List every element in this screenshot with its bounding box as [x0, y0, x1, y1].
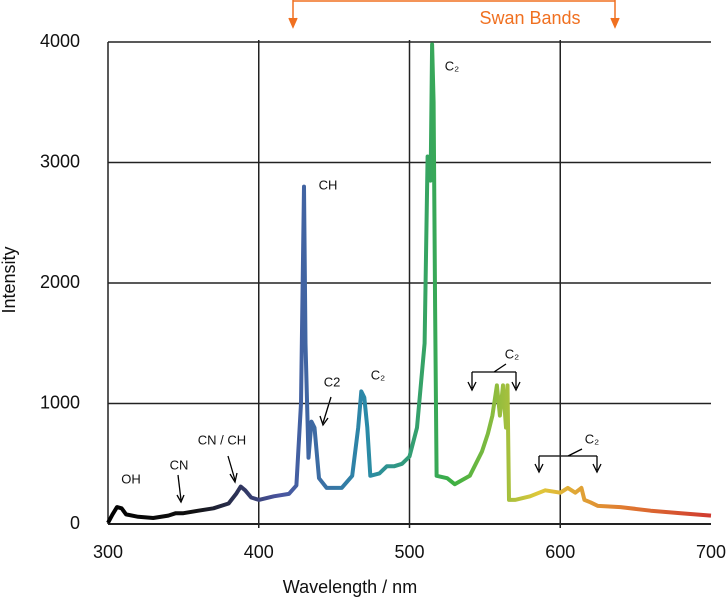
annotation: C₂: [371, 367, 385, 382]
bracket-label: Swan Bands: [479, 8, 580, 28]
y-tick-label: 1000: [40, 392, 80, 412]
y-tick-label: 4000: [40, 31, 80, 51]
annotation: C₂: [445, 58, 459, 73]
y-tick-label: 2000: [40, 272, 80, 292]
spectrum-line: [106, 42, 712, 524]
x-tick-label: 500: [394, 542, 424, 562]
annotation: CH: [319, 177, 338, 192]
annotation: OH: [121, 471, 141, 486]
y-tick-label: 0: [70, 513, 80, 533]
annotation: C₂: [585, 431, 599, 446]
annotation: C2: [324, 374, 341, 389]
annotation: C₂: [505, 346, 519, 361]
annotation: CN / CH: [198, 432, 246, 447]
y-axis-label: Intensity: [0, 246, 19, 313]
y-tick-label: 3000: [40, 151, 80, 171]
swan-bracket: [288, 0, 620, 29]
x-tick-label: 700: [696, 542, 726, 562]
x-axis-label: Wavelength / nm: [283, 577, 417, 597]
annotation-arrows: [176, 363, 602, 504]
x-tick-label: 600: [545, 542, 575, 562]
annotation: CN: [170, 457, 189, 472]
x-tick-label: 300: [93, 542, 123, 562]
x-tick-label: 400: [244, 542, 274, 562]
